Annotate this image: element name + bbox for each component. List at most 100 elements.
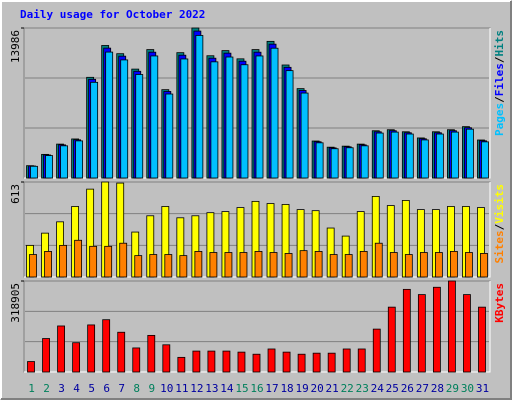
legend: KBytes bbox=[493, 283, 506, 323]
bar bbox=[297, 353, 306, 373]
x-tick-label: 16 bbox=[250, 382, 263, 395]
bar bbox=[30, 165, 38, 179]
bar bbox=[481, 141, 489, 179]
bar bbox=[402, 288, 411, 373]
bar bbox=[312, 352, 321, 373]
bar bbox=[480, 253, 488, 278]
bar bbox=[360, 145, 369, 179]
bar bbox=[117, 331, 126, 373]
legend-entry: Visits bbox=[493, 184, 506, 224]
bar bbox=[72, 342, 81, 373]
bar bbox=[57, 325, 65, 373]
bar bbox=[237, 351, 246, 373]
legend-entry: Pages bbox=[493, 103, 506, 136]
bar bbox=[194, 251, 203, 278]
bar bbox=[478, 306, 486, 373]
bar bbox=[389, 252, 398, 278]
legend-entry: Sites bbox=[493, 230, 506, 263]
legend-entry: Hits bbox=[493, 30, 506, 57]
x-tick-label: 3 bbox=[58, 382, 65, 395]
bar bbox=[284, 253, 293, 278]
bar bbox=[27, 361, 35, 373]
bar bbox=[87, 324, 96, 373]
bar bbox=[252, 353, 261, 373]
bar bbox=[282, 351, 291, 373]
y-tick-label: 318905 bbox=[9, 283, 22, 323]
bar bbox=[134, 255, 143, 278]
bar bbox=[267, 348, 276, 373]
x-tick-label: 27 bbox=[416, 382, 429, 395]
x-tick-label: 25 bbox=[386, 382, 399, 395]
bar bbox=[120, 59, 129, 179]
x-tick-label: 4 bbox=[73, 382, 80, 395]
bar bbox=[147, 334, 156, 373]
x-tick-label: 21 bbox=[326, 382, 339, 395]
bar bbox=[104, 245, 113, 278]
x-tick-label: 8 bbox=[133, 382, 140, 395]
bar bbox=[404, 254, 413, 278]
bar bbox=[451, 131, 459, 179]
bar bbox=[255, 55, 264, 179]
x-tick-label: 28 bbox=[431, 382, 444, 395]
bar bbox=[357, 348, 366, 373]
x-tick-label: 23 bbox=[356, 382, 369, 395]
bar bbox=[390, 131, 399, 179]
bar bbox=[222, 350, 231, 373]
bar bbox=[29, 254, 37, 278]
legend-separator: / bbox=[493, 223, 506, 230]
x-tick-label: 11 bbox=[175, 382, 188, 395]
bar bbox=[135, 74, 144, 179]
x-tick-label: 17 bbox=[265, 382, 278, 395]
x-tick-label: 2 bbox=[43, 382, 50, 395]
x-tick-label: 19 bbox=[295, 382, 308, 395]
x-tick-label: 7 bbox=[118, 382, 125, 395]
bar bbox=[344, 254, 353, 278]
bar bbox=[420, 139, 429, 179]
x-tick-label: 12 bbox=[190, 382, 203, 395]
bar bbox=[299, 250, 308, 278]
x-tick-label: 1 bbox=[28, 382, 35, 395]
x-tick-label: 26 bbox=[401, 382, 414, 395]
bar bbox=[405, 133, 414, 179]
bar bbox=[463, 294, 471, 373]
bar bbox=[192, 350, 201, 373]
bar bbox=[432, 286, 441, 373]
bar bbox=[240, 64, 249, 179]
bar bbox=[372, 328, 381, 373]
y-tick-label: 613 bbox=[9, 184, 22, 204]
x-tick-label: 9 bbox=[148, 382, 155, 395]
bar bbox=[345, 147, 354, 179]
bar bbox=[75, 140, 84, 179]
bar bbox=[314, 251, 323, 278]
bar bbox=[434, 252, 443, 278]
bar bbox=[177, 356, 186, 373]
x-tick-label: 29 bbox=[446, 382, 459, 395]
bar bbox=[285, 70, 294, 179]
bar bbox=[150, 55, 159, 179]
bar bbox=[419, 252, 428, 278]
legend: Pages/Files/Hits bbox=[493, 30, 506, 136]
bar bbox=[270, 47, 279, 179]
bar bbox=[210, 61, 219, 179]
bar bbox=[180, 58, 189, 179]
bar bbox=[435, 133, 444, 179]
x-tick-label: 15 bbox=[235, 382, 248, 395]
x-tick-label: 14 bbox=[220, 382, 234, 395]
bar bbox=[74, 239, 83, 278]
bar bbox=[165, 93, 174, 179]
bar bbox=[44, 251, 52, 278]
legend-separator: / bbox=[493, 56, 506, 63]
x-tick-label: 30 bbox=[461, 382, 474, 395]
bar bbox=[342, 348, 351, 373]
bar bbox=[300, 92, 309, 179]
x-tick-label: 31 bbox=[476, 382, 489, 395]
x-tick-label: 18 bbox=[280, 382, 293, 395]
bar bbox=[327, 352, 336, 373]
chart-title: Daily usage for October 2022 bbox=[20, 8, 205, 21]
x-tick-label: 24 bbox=[371, 382, 385, 395]
bar bbox=[330, 148, 339, 179]
bar bbox=[164, 254, 173, 278]
legend-entry: KBytes bbox=[493, 283, 506, 323]
bar bbox=[179, 255, 188, 278]
